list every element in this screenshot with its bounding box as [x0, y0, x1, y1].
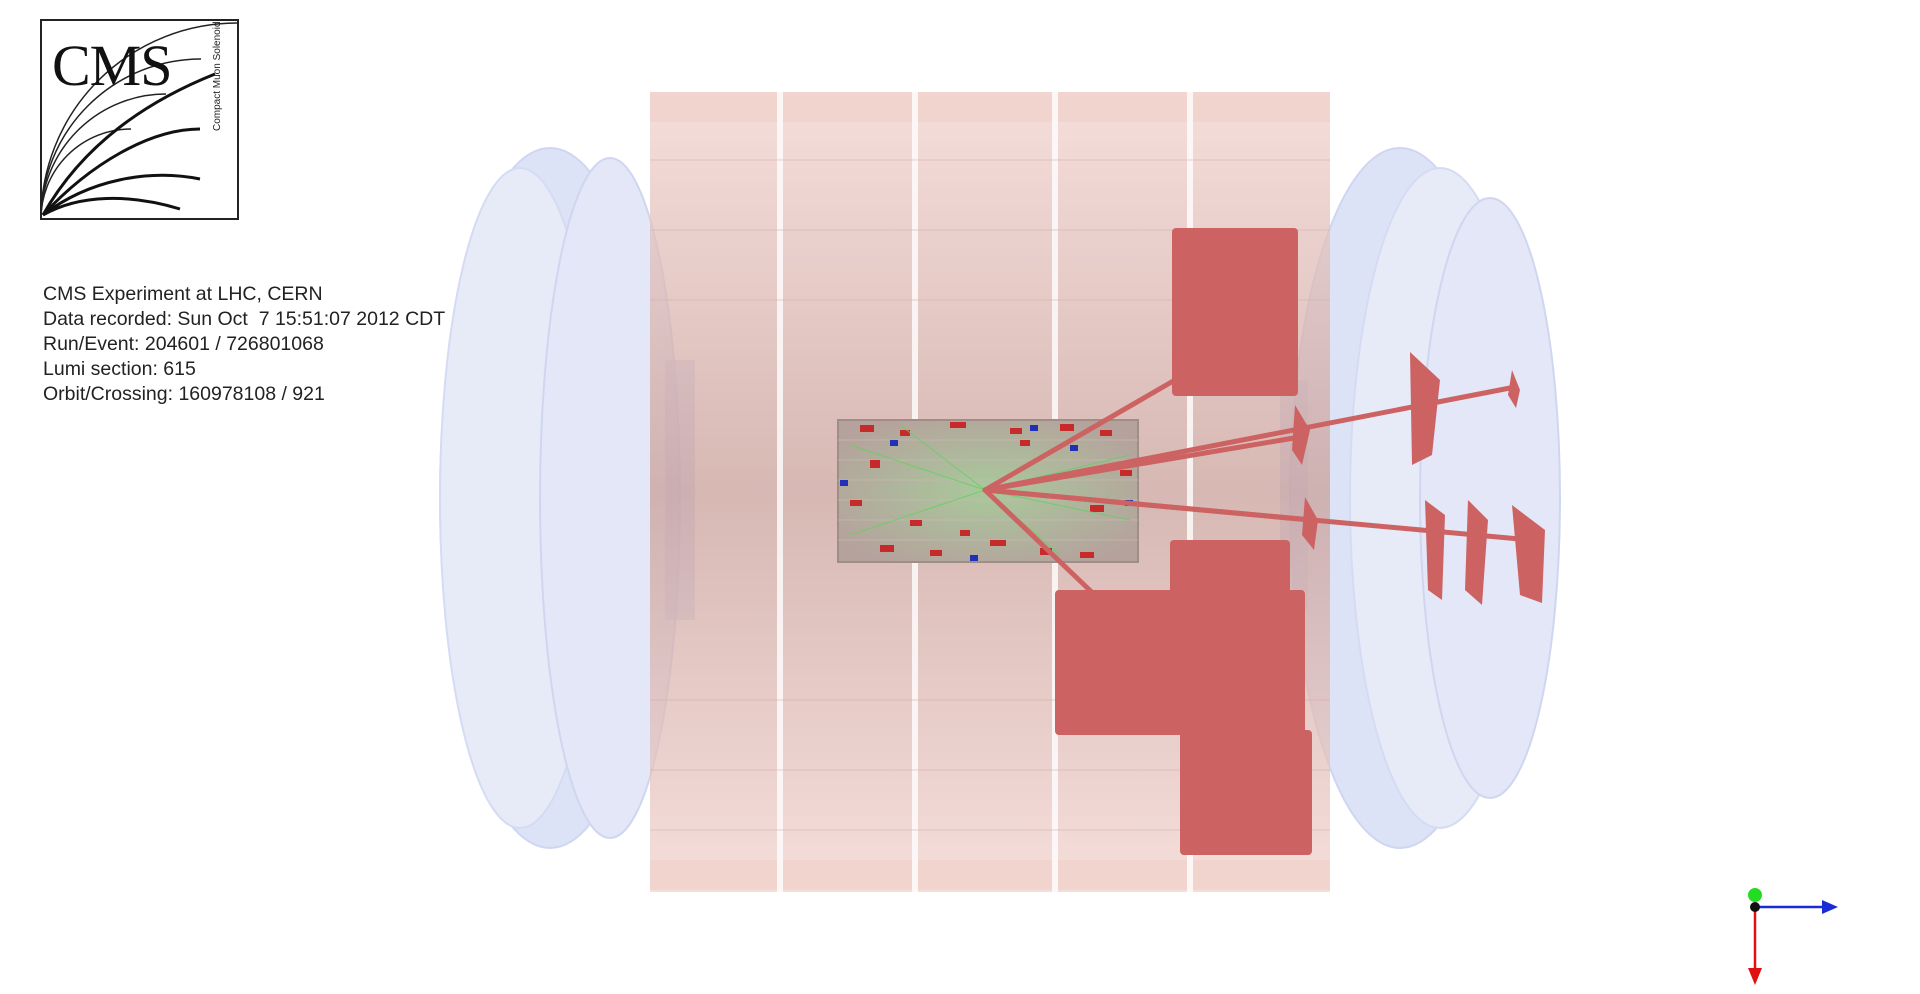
cms-logo-graphic: [40, 19, 239, 220]
cms-logo: CMS Compact Muon Solenoid: [40, 19, 239, 220]
tower-lower-2: [1170, 540, 1290, 600]
energy-deposits: [1055, 228, 1545, 855]
lumi-section: Lumi section: 615: [43, 358, 196, 380]
orbit-crossing: Orbit/Crossing: 160978108 / 921: [43, 383, 325, 405]
logo-subtitle: Compact Muon Solenoid: [212, 21, 223, 131]
jet-lines: [982, 377, 1533, 603]
jet-cone-2: [1508, 370, 1520, 408]
tower-upper: [1172, 228, 1298, 396]
axis-indicator: [1748, 888, 1838, 985]
jet-cone-5: [1465, 500, 1488, 605]
tower-lower-3: [1180, 730, 1312, 855]
tower-lower-1: [1055, 590, 1305, 735]
jet-cone-7: [1302, 497, 1318, 550]
jet-cone-1: [1410, 352, 1440, 465]
logo-title: CMS: [52, 33, 173, 98]
jet-cone-6: [1512, 505, 1545, 603]
jet-cone-4: [1425, 500, 1445, 600]
event-info: CMS Experiment at LHC, CERN Data recorde…: [43, 282, 445, 407]
run-event: Run/Event: 204601 / 726801068: [43, 333, 324, 355]
data-recorded: Data recorded: Sun Oct 7 15:51:07 2012 C…: [43, 308, 446, 330]
experiment-label: CMS Experiment at LHC, CERN: [43, 283, 323, 305]
